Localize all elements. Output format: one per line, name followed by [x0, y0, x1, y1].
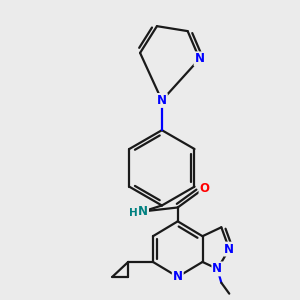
Text: O: O	[200, 182, 209, 195]
Text: N: N	[194, 52, 205, 65]
Text: N: N	[173, 270, 183, 283]
Text: N: N	[157, 94, 167, 107]
Text: H: H	[129, 208, 137, 218]
Text: N: N	[138, 205, 148, 218]
Text: N: N	[212, 262, 222, 275]
Text: N: N	[224, 243, 234, 256]
